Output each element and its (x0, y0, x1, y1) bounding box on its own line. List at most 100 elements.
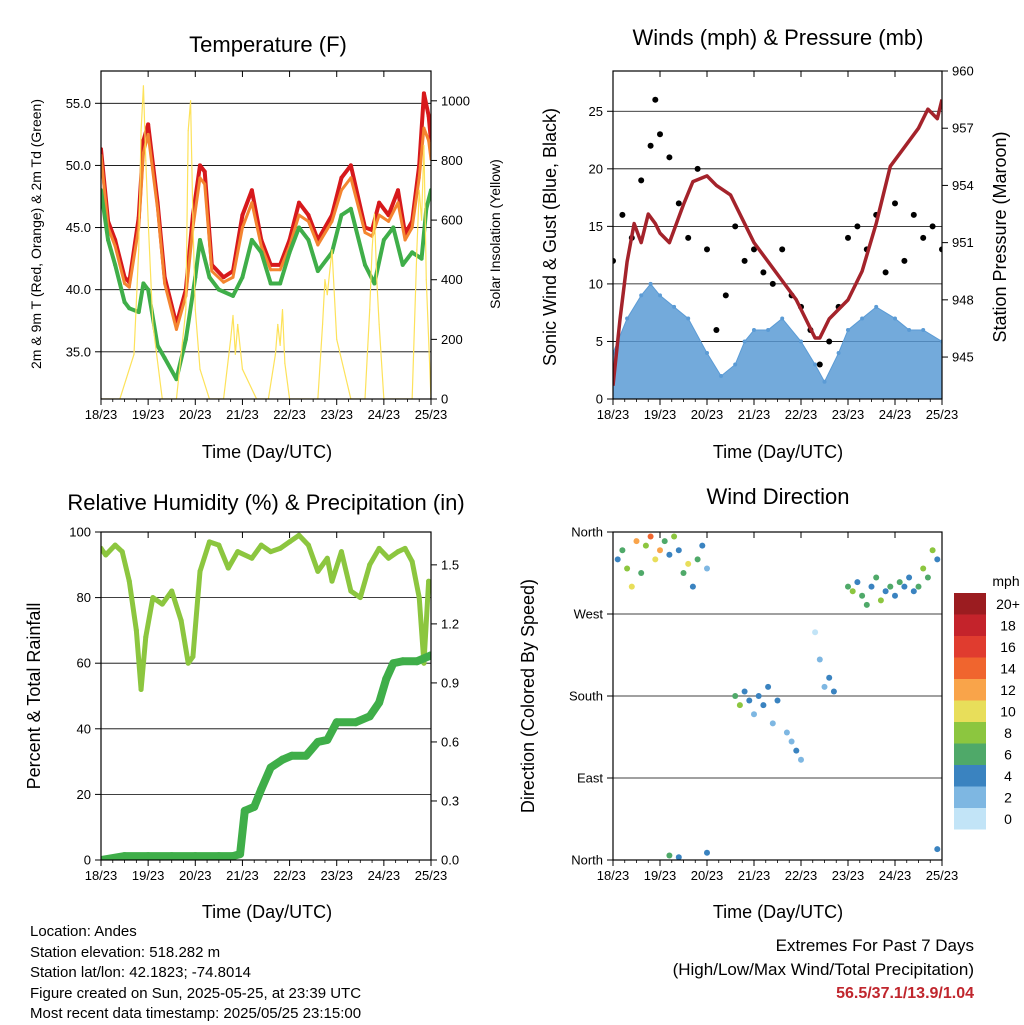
y-right-tick-label: 948 (952, 292, 974, 307)
data-point (877, 597, 884, 604)
data-point (197, 568, 203, 574)
x-tick-label: 21/23 (226, 407, 259, 422)
data-point (284, 362, 286, 364)
data-point (259, 244, 263, 248)
data-point (769, 280, 776, 287)
data-point (268, 549, 274, 555)
x-tick-label: 19/23 (644, 868, 677, 883)
data-point (332, 718, 341, 727)
data-point (357, 595, 363, 601)
data-point (813, 362, 818, 367)
data-point (203, 182, 207, 186)
data-point (798, 756, 804, 763)
data-point (382, 674, 391, 683)
data-point (305, 542, 311, 548)
data-point (863, 601, 870, 608)
colorbar-title: mph (992, 573, 1019, 589)
data-point (163, 281, 167, 285)
data-point (103, 552, 109, 558)
data-point (686, 316, 691, 321)
data-point (647, 533, 654, 540)
data-point (266, 763, 275, 772)
data-point (302, 751, 311, 760)
data-point (822, 379, 827, 384)
data-point (250, 201, 254, 205)
data-point (376, 545, 382, 551)
data-point (127, 306, 132, 311)
y-right-tick-label: 0 (441, 392, 448, 407)
data-point (241, 368, 244, 370)
data-point (287, 539, 293, 545)
extremes-title: Extremes For Past 7 Days (775, 936, 974, 955)
data-point (144, 852, 153, 860)
x-tick-label: 21/23 (738, 407, 771, 422)
data-point (348, 588, 354, 594)
data-point (330, 219, 334, 223)
data-point (619, 211, 626, 218)
x-tick-label: 23/23 (320, 868, 353, 883)
data-point (929, 223, 936, 230)
x-tick-label: 24/23 (368, 868, 401, 883)
data-point (760, 269, 767, 276)
data-point (671, 533, 678, 540)
colorbar-swatch (954, 765, 986, 787)
x-tick-label: 19/23 (644, 407, 677, 422)
x-axis-label: Time (Day/UTC) (713, 442, 843, 462)
data-point (675, 200, 682, 207)
data-point (887, 583, 894, 590)
data-point (373, 213, 376, 215)
data-point (277, 323, 279, 326)
data-point (155, 343, 160, 348)
data-point (633, 538, 640, 545)
data-point (882, 588, 889, 595)
data-point (409, 559, 415, 565)
data-point (403, 238, 407, 242)
data-point (613, 257, 616, 264)
data-point (207, 275, 212, 280)
data-point (799, 339, 803, 344)
x-tick-label: 24/23 (879, 868, 912, 883)
y-right-tick-label: 945 (952, 350, 974, 365)
data-point (661, 538, 668, 545)
data-point (339, 175, 344, 180)
data-point (194, 308, 196, 311)
data-point (648, 281, 653, 286)
chart-title: Wind Direction (706, 484, 849, 509)
data-point (742, 339, 747, 344)
data-point (146, 287, 151, 292)
data-point (639, 293, 644, 298)
data-point (774, 697, 781, 704)
data-point (214, 852, 223, 860)
data-point (722, 292, 729, 299)
station-info: Location: Andes Station elevation: 518.2… (30, 922, 361, 1025)
y-tick-label: 60 (77, 656, 91, 671)
data-point (240, 213, 245, 218)
chart-title: Relative Humidity (%) & Precipitation (i… (67, 490, 464, 515)
data-point (685, 234, 692, 241)
x-tick-label: 22/23 (785, 407, 818, 422)
data-point (229, 852, 237, 860)
data-point (236, 850, 245, 859)
data-point (222, 280, 226, 284)
data-point (363, 231, 367, 235)
colorbar-label: 16 (1000, 639, 1016, 655)
data-point (387, 219, 391, 223)
temperature-panel (95, 70, 437, 405)
data-point (146, 122, 151, 127)
data-point (306, 219, 310, 223)
data-point (363, 262, 367, 267)
y-tick-label: South (569, 689, 603, 704)
data-point (929, 547, 936, 554)
data-point (733, 362, 738, 367)
data-point (106, 237, 111, 242)
data-point (732, 693, 739, 699)
data-point (685, 560, 692, 567)
data-point (199, 368, 201, 370)
data-point (189, 100, 192, 102)
data-point (901, 257, 908, 264)
data-point (675, 854, 682, 860)
data-point (297, 200, 301, 205)
x-tick-label: 25/23 (926, 407, 959, 422)
humidity-plot-area (101, 532, 431, 860)
